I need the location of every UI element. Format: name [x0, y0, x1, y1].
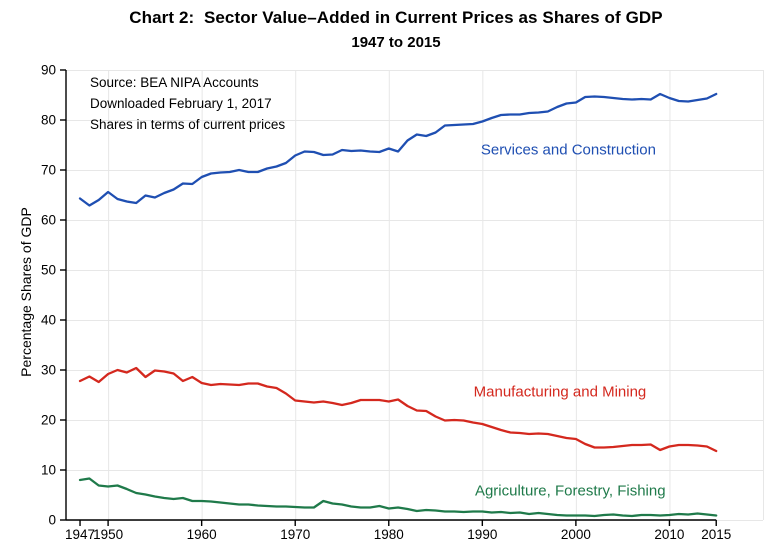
svg-text:90: 90	[41, 63, 56, 78]
svg-text:1960: 1960	[187, 527, 217, 542]
svg-text:2010: 2010	[654, 527, 684, 542]
axes	[60, 69, 717, 526]
svg-text:80: 80	[41, 113, 56, 128]
svg-text:40: 40	[41, 313, 56, 328]
chart-subtitle: 1947 to 2015	[351, 34, 441, 51]
series-line-agriculture-forestry-fishing	[78, 477, 718, 518]
source-note: Source: BEA NIPA Accounts Downloaded Feb…	[90, 72, 285, 135]
gridlines	[66, 70, 764, 521]
svg-text:2000: 2000	[561, 527, 591, 542]
svg-text:1947: 1947	[65, 527, 95, 542]
svg-text:10: 10	[41, 463, 56, 478]
svg-text:30: 30	[41, 363, 56, 378]
y-tick-labels: 0 10 20 30 40 50 60 70 80 90	[41, 63, 56, 528]
svg-text:60: 60	[41, 213, 56, 228]
y-axis-title: Percentage Shares of GDP	[18, 207, 34, 377]
series-line-manufacturing-and-mining	[78, 366, 718, 453]
svg-text:1990: 1990	[467, 527, 497, 542]
svg-text:1970: 1970	[280, 527, 310, 542]
series-line-services-and-construction	[78, 92, 718, 207]
series-label-manufacturing: Manufacturing and Mining	[473, 383, 647, 401]
svg-text:0: 0	[48, 513, 56, 528]
source-note-line: Source: BEA NIPA Accounts	[90, 75, 259, 90]
svg-text:1950: 1950	[93, 527, 123, 542]
svg-text:50: 50	[41, 263, 56, 278]
svg-text:1980: 1980	[374, 527, 404, 542]
series-label-agriculture: Agriculture, Forestry, Fishing	[474, 482, 666, 500]
source-note-line: Downloaded February 1, 2017	[90, 96, 272, 111]
svg-text:2015: 2015	[701, 527, 731, 542]
chart-title: Chart 2: Sector Value–Added in Current P…	[129, 8, 663, 27]
source-note-line: Shares in terms of current prices	[90, 117, 286, 132]
svg-text:70: 70	[41, 163, 56, 178]
series-label-services: Services and Construction	[480, 141, 656, 159]
svg-text:20: 20	[41, 413, 56, 428]
